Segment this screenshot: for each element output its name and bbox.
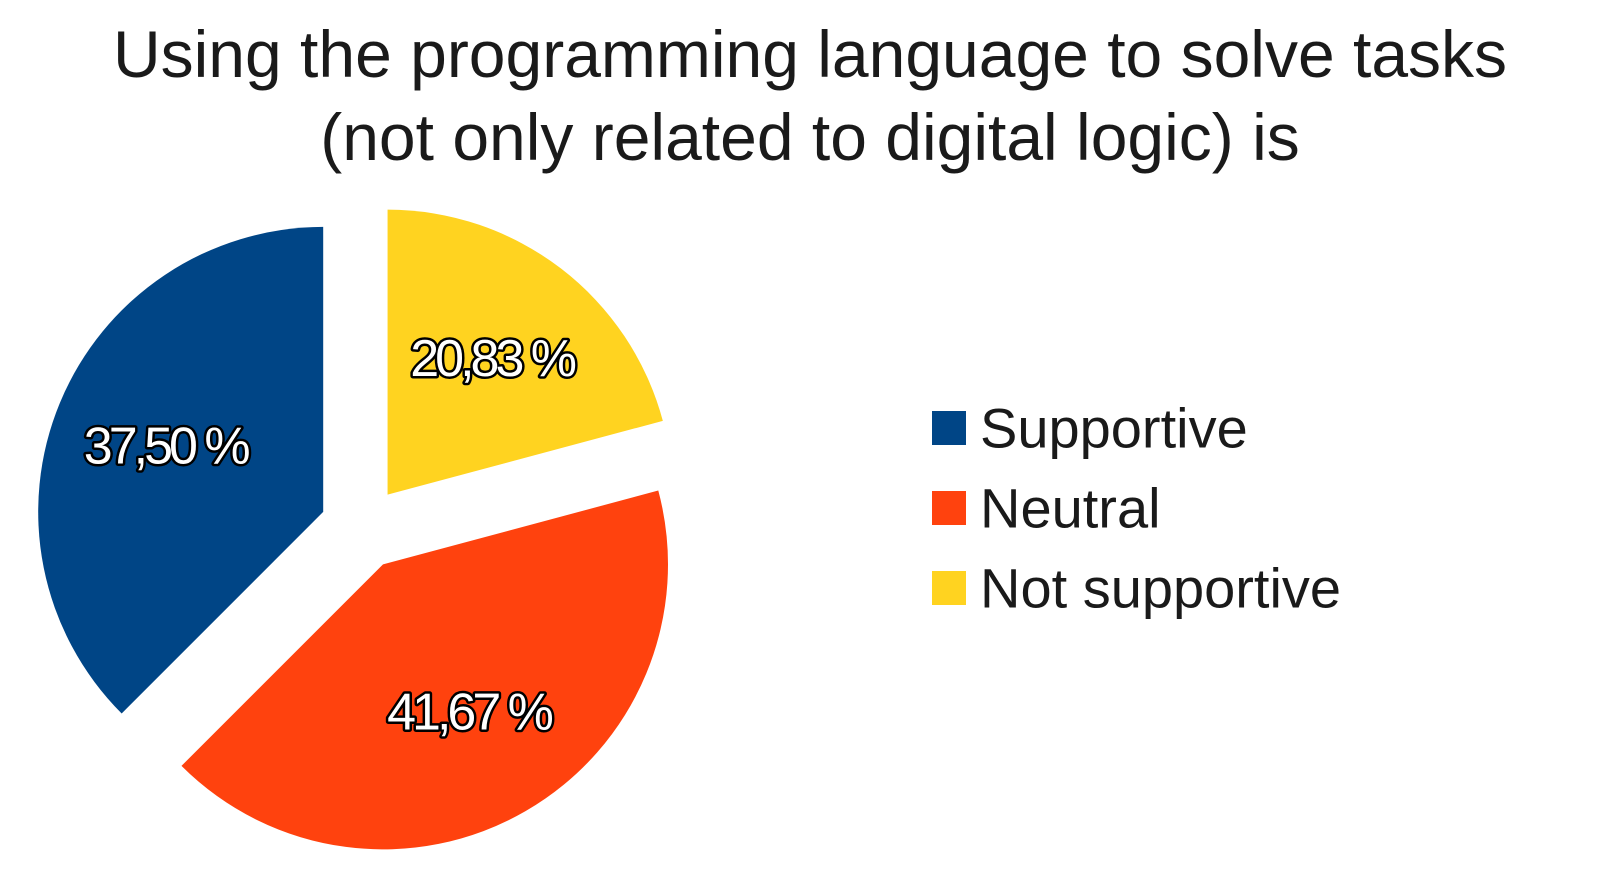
legend-label: Not supportive <box>980 557 1341 620</box>
slice-value-label: 37,50 % <box>84 417 250 475</box>
legend-swatch <box>932 491 966 525</box>
legend-swatch <box>932 411 966 445</box>
pie-slice-labels: 37,50 % 41,67 % 20,83 % <box>81 328 582 744</box>
pie-slice-neutral <box>181 490 669 850</box>
chart-title-line-2: (not only related to digital logic) is <box>320 100 1300 174</box>
legend-swatch <box>932 571 966 605</box>
legend-label: Supportive <box>980 397 1248 460</box>
pie-slices <box>38 209 669 850</box>
slice-value-label: 41,67 % <box>387 683 553 741</box>
pie-slice-not-supportive <box>387 209 663 495</box>
legend-label: Neutral <box>980 477 1161 540</box>
legend: Supportive Neutral Not supportive <box>932 397 1341 620</box>
slice-value-label: 20,83 % <box>410 330 576 388</box>
chart-title-line-1: Using the programming language to solve … <box>113 17 1507 91</box>
chart-title: Using the programming language to solve … <box>113 17 1507 174</box>
pie-slice-supportive <box>38 226 324 714</box>
